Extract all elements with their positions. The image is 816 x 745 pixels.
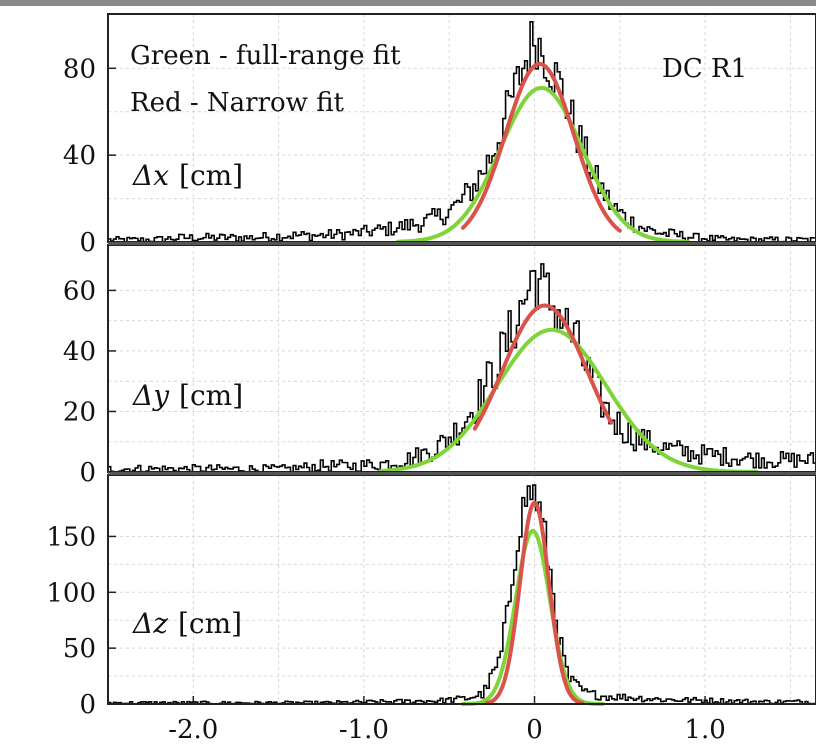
x-tick-label: -2.0 xyxy=(168,715,218,745)
panel-yticks: 0 20 40 60 xyxy=(63,276,116,488)
panel-label-dy: Δy [cm] xyxy=(132,379,243,412)
y-tick-label: 100 xyxy=(46,578,96,608)
full-range-fit-curve xyxy=(379,327,759,474)
x-tick-label: -1.0 xyxy=(339,715,389,745)
x-axis-ticks: -2.0 -1.0 0 1.0 xyxy=(168,696,726,745)
y-tick-label: 60 xyxy=(63,276,96,306)
panel-grid xyxy=(108,475,816,704)
panel-label-dy-unit: [cm] xyxy=(179,379,243,412)
histogram-series xyxy=(108,263,816,473)
panel-histogram xyxy=(108,21,816,243)
y-tick-label: 80 xyxy=(63,54,96,84)
full-range-fit-curve xyxy=(460,528,605,706)
panel-histogram xyxy=(108,263,816,473)
top-border-strip xyxy=(0,0,816,6)
histogram-series xyxy=(108,21,816,243)
panel-dx: 0 40 80 Green - full-range fit Red - Narro… xyxy=(63,13,816,258)
panel-label-dx: Δx [cm] xyxy=(132,159,243,192)
panel-histogram xyxy=(108,484,816,705)
y-tick-label: 40 xyxy=(63,337,96,367)
y-tick-label: 40 xyxy=(63,141,96,171)
panel-label-dx-unit: [cm] xyxy=(179,159,243,192)
panel-dy: 0 20 40 60 Δy [cm] xyxy=(63,244,816,488)
panel-label-dz: Δz [cm] xyxy=(132,607,242,640)
panel-label-dz-unit: [cm] xyxy=(178,607,242,640)
legend-green-text: Green - full-range fit xyxy=(130,41,401,71)
full-range-fit-curve xyxy=(396,85,690,244)
y-tick-label: 20 xyxy=(63,397,96,427)
detector-label: DC R1 xyxy=(662,54,747,84)
narrow-fit-curve xyxy=(460,62,622,233)
panel-yticks: 0 50 100 150 xyxy=(46,522,116,720)
y-tick-label: 50 xyxy=(63,634,96,664)
legend-red-text: Red - Narrow fit xyxy=(130,88,345,118)
panel-grid xyxy=(108,245,816,472)
panel-label-dx-symbol: Δx xyxy=(132,159,169,192)
x-tick-label: 1.0 xyxy=(684,715,725,745)
panel-dz: 0 50 100 150 -2.0 -1.0 0 1.0 Δz [cm] xyxy=(46,474,816,745)
plot-frame xyxy=(107,244,816,473)
x-tick-label: 0 xyxy=(526,715,543,745)
y-tick-label: 0 xyxy=(79,458,96,488)
histogram-series xyxy=(108,484,816,705)
narrow-fit-curve xyxy=(472,303,614,431)
panel-fits xyxy=(396,62,690,244)
y-tick-label: 0 xyxy=(79,690,96,720)
y-tick-label: 0 xyxy=(79,228,96,258)
panel-fits xyxy=(460,500,605,706)
panel-label-dy-symbol: Δy xyxy=(132,379,170,412)
panel-fits xyxy=(379,303,759,474)
panel-label-dz-symbol: Δz xyxy=(132,607,168,640)
y-tick-label: 150 xyxy=(46,522,96,552)
narrow-fit-curve xyxy=(484,500,585,706)
plot-frame xyxy=(107,474,816,705)
